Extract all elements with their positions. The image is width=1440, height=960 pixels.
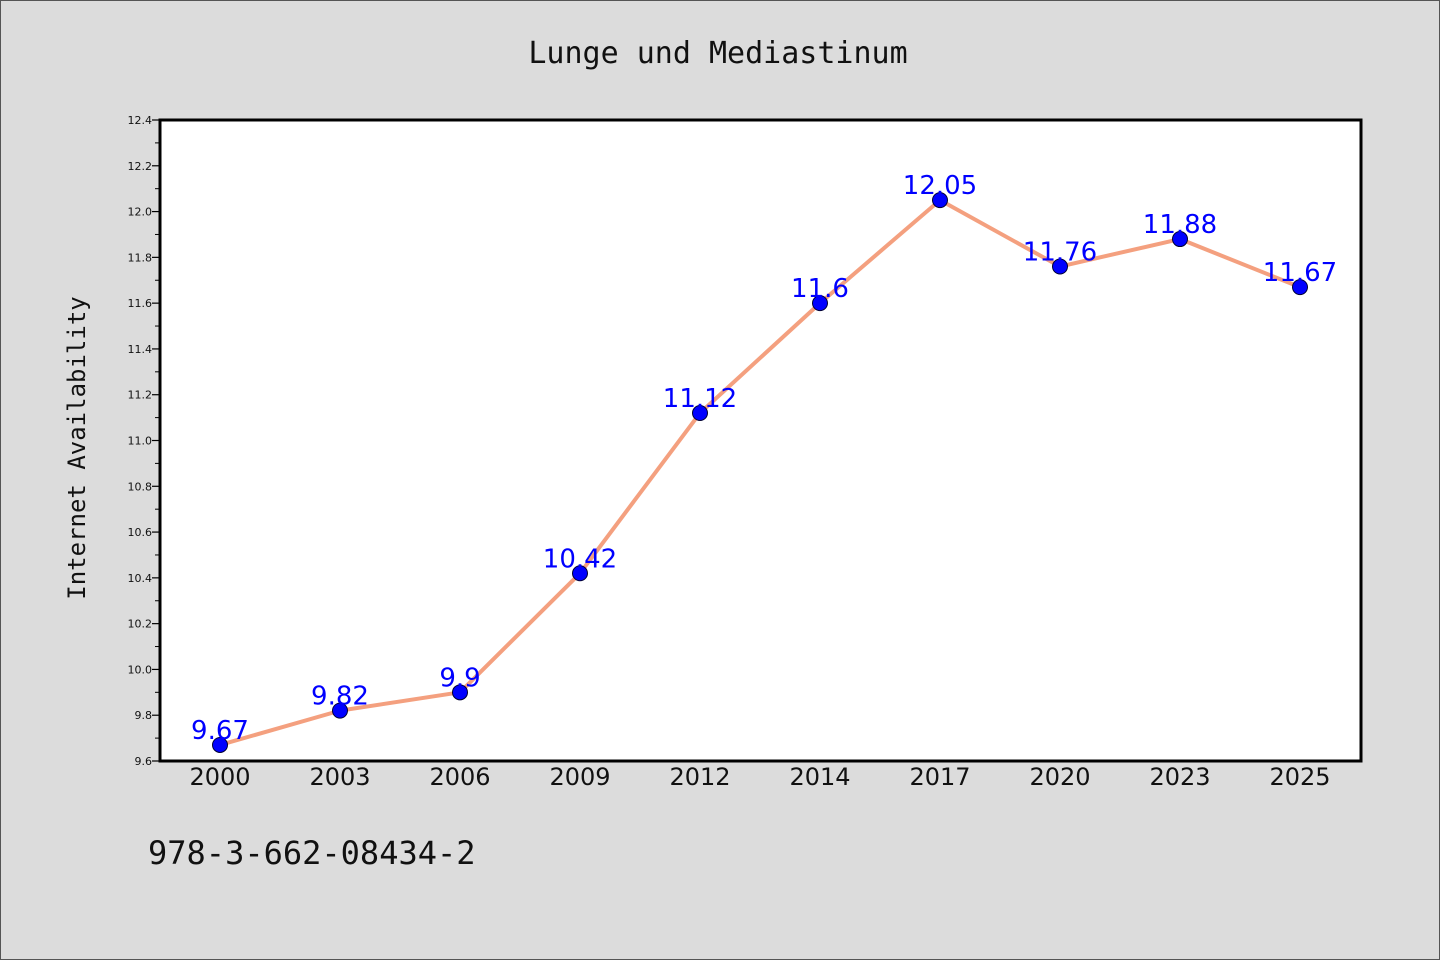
data-label: 12.05 [903,171,977,201]
y-tick-label: 12.0 [128,206,153,219]
y-tick-label: 10.6 [128,526,153,539]
data-point [332,702,348,719]
data-label: 10.42 [543,544,617,574]
data-point [1292,279,1308,296]
x-tick-label: 2000 [189,763,250,791]
x-tick-label: 2003 [309,763,370,791]
data-point [932,192,948,209]
data-label: 9.82 [311,682,369,712]
y-tick-label: 10.4 [128,572,153,585]
x-axis-ticks: 2000 2003 2006 2009 2012 2014 2017 2020 2023 2025 [189,763,1330,791]
data-point [212,736,228,753]
y-axis-label: Internet Availability [63,296,91,599]
plot-area [158,118,1363,763]
y-tick-label: 9.6 [135,755,153,768]
data-point [572,565,588,582]
data-point [812,295,828,312]
data-label: 11.67 [1263,258,1337,288]
x-tick-label: 2006 [429,763,490,791]
y-tick-label: 11.2 [128,389,153,402]
y-tick-label: 10.2 [128,618,153,631]
x-tick-label: 2014 [789,763,850,791]
x-tick-label: 2020 [1029,763,1090,791]
data-point [452,684,468,701]
y-tick-label: 10.0 [128,663,153,676]
y-axis-ticks: 9.6 9.8 10.0 10.2 10.4 10.6 10.8 11.0 11.2 11.4 11… [128,114,160,768]
data-label: 9.9 [439,663,480,693]
series-layer: 9.67 9.82 9.9 10.42 11.12 11.6 12.05 11.76 11.88… [191,171,1337,753]
footer-isbn: 978-3-662-08434-2 [148,834,476,872]
y-tick-label: 10.8 [128,480,153,493]
data-label: 11.88 [1143,210,1217,240]
x-tick-label: 2009 [549,763,610,791]
y-tick-label: 11.4 [128,343,153,356]
y-tick-label: 9.8 [135,709,153,722]
y-tick-label: 11.8 [128,251,153,264]
y-tick-label: 11.0 [128,435,153,448]
data-label: 11.76 [1023,238,1097,268]
data-point [1052,258,1068,275]
series-line [218,198,1302,747]
data-point [692,405,708,422]
y-tick-label: 12.2 [128,160,153,173]
data-label: 11.12 [663,384,737,414]
data-label: 11.6 [791,274,849,304]
data-point [1172,231,1188,248]
x-tick-label: 2012 [669,763,730,791]
y-tick-label: 12.4 [128,114,153,127]
data-label: 9.67 [191,716,249,746]
chart-title: Lunge und Mediastinum [528,36,907,71]
x-tick-label: 2025 [1269,763,1330,791]
x-tick-label: 2023 [1149,763,1210,791]
y-tick-label: 11.6 [128,297,153,310]
x-tick-label: 2017 [909,763,970,791]
